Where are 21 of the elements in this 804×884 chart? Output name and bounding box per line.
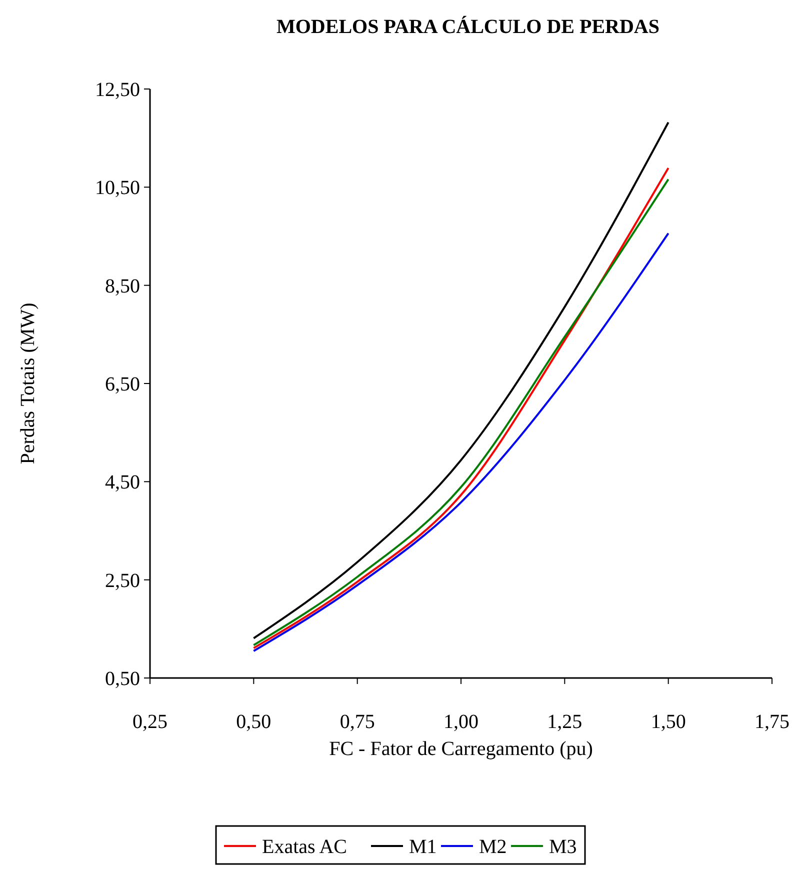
legend-label: Exatas AC — [262, 836, 347, 858]
x-tick-label: 1,75 — [754, 711, 790, 733]
y-tick-label: 2,50 — [105, 570, 140, 592]
x-tick-label: 0,25 — [132, 711, 168, 733]
chart-title: MODELOS PARA CÁLCULO DE PERDAS — [276, 15, 660, 38]
legend-label: M1 — [409, 836, 437, 858]
x-tick-label: 1,50 — [650, 711, 686, 733]
y-tick-label: 8,50 — [105, 275, 140, 298]
legend-label: M3 — [549, 836, 577, 858]
legend-label: M2 — [479, 836, 507, 858]
y-axis-title: Perdas Totais (MW) — [17, 302, 39, 464]
x-tick-label: 0,75 — [340, 711, 375, 733]
x-tick-label: 0,50 — [236, 711, 272, 733]
x-axis-title: FC - Fator de Carregamento (pu) — [329, 738, 593, 760]
y-tick-label: 10,50 — [95, 177, 140, 200]
x-tick-label: 1,25 — [547, 711, 582, 733]
y-tick-label: 6,50 — [105, 374, 140, 396]
y-tick-label: 4,50 — [105, 472, 140, 494]
y-tick-label: 12,50 — [95, 79, 140, 101]
y-tick-label: 0,50 — [105, 668, 140, 690]
x-tick-label: 1,00 — [444, 711, 478, 733]
